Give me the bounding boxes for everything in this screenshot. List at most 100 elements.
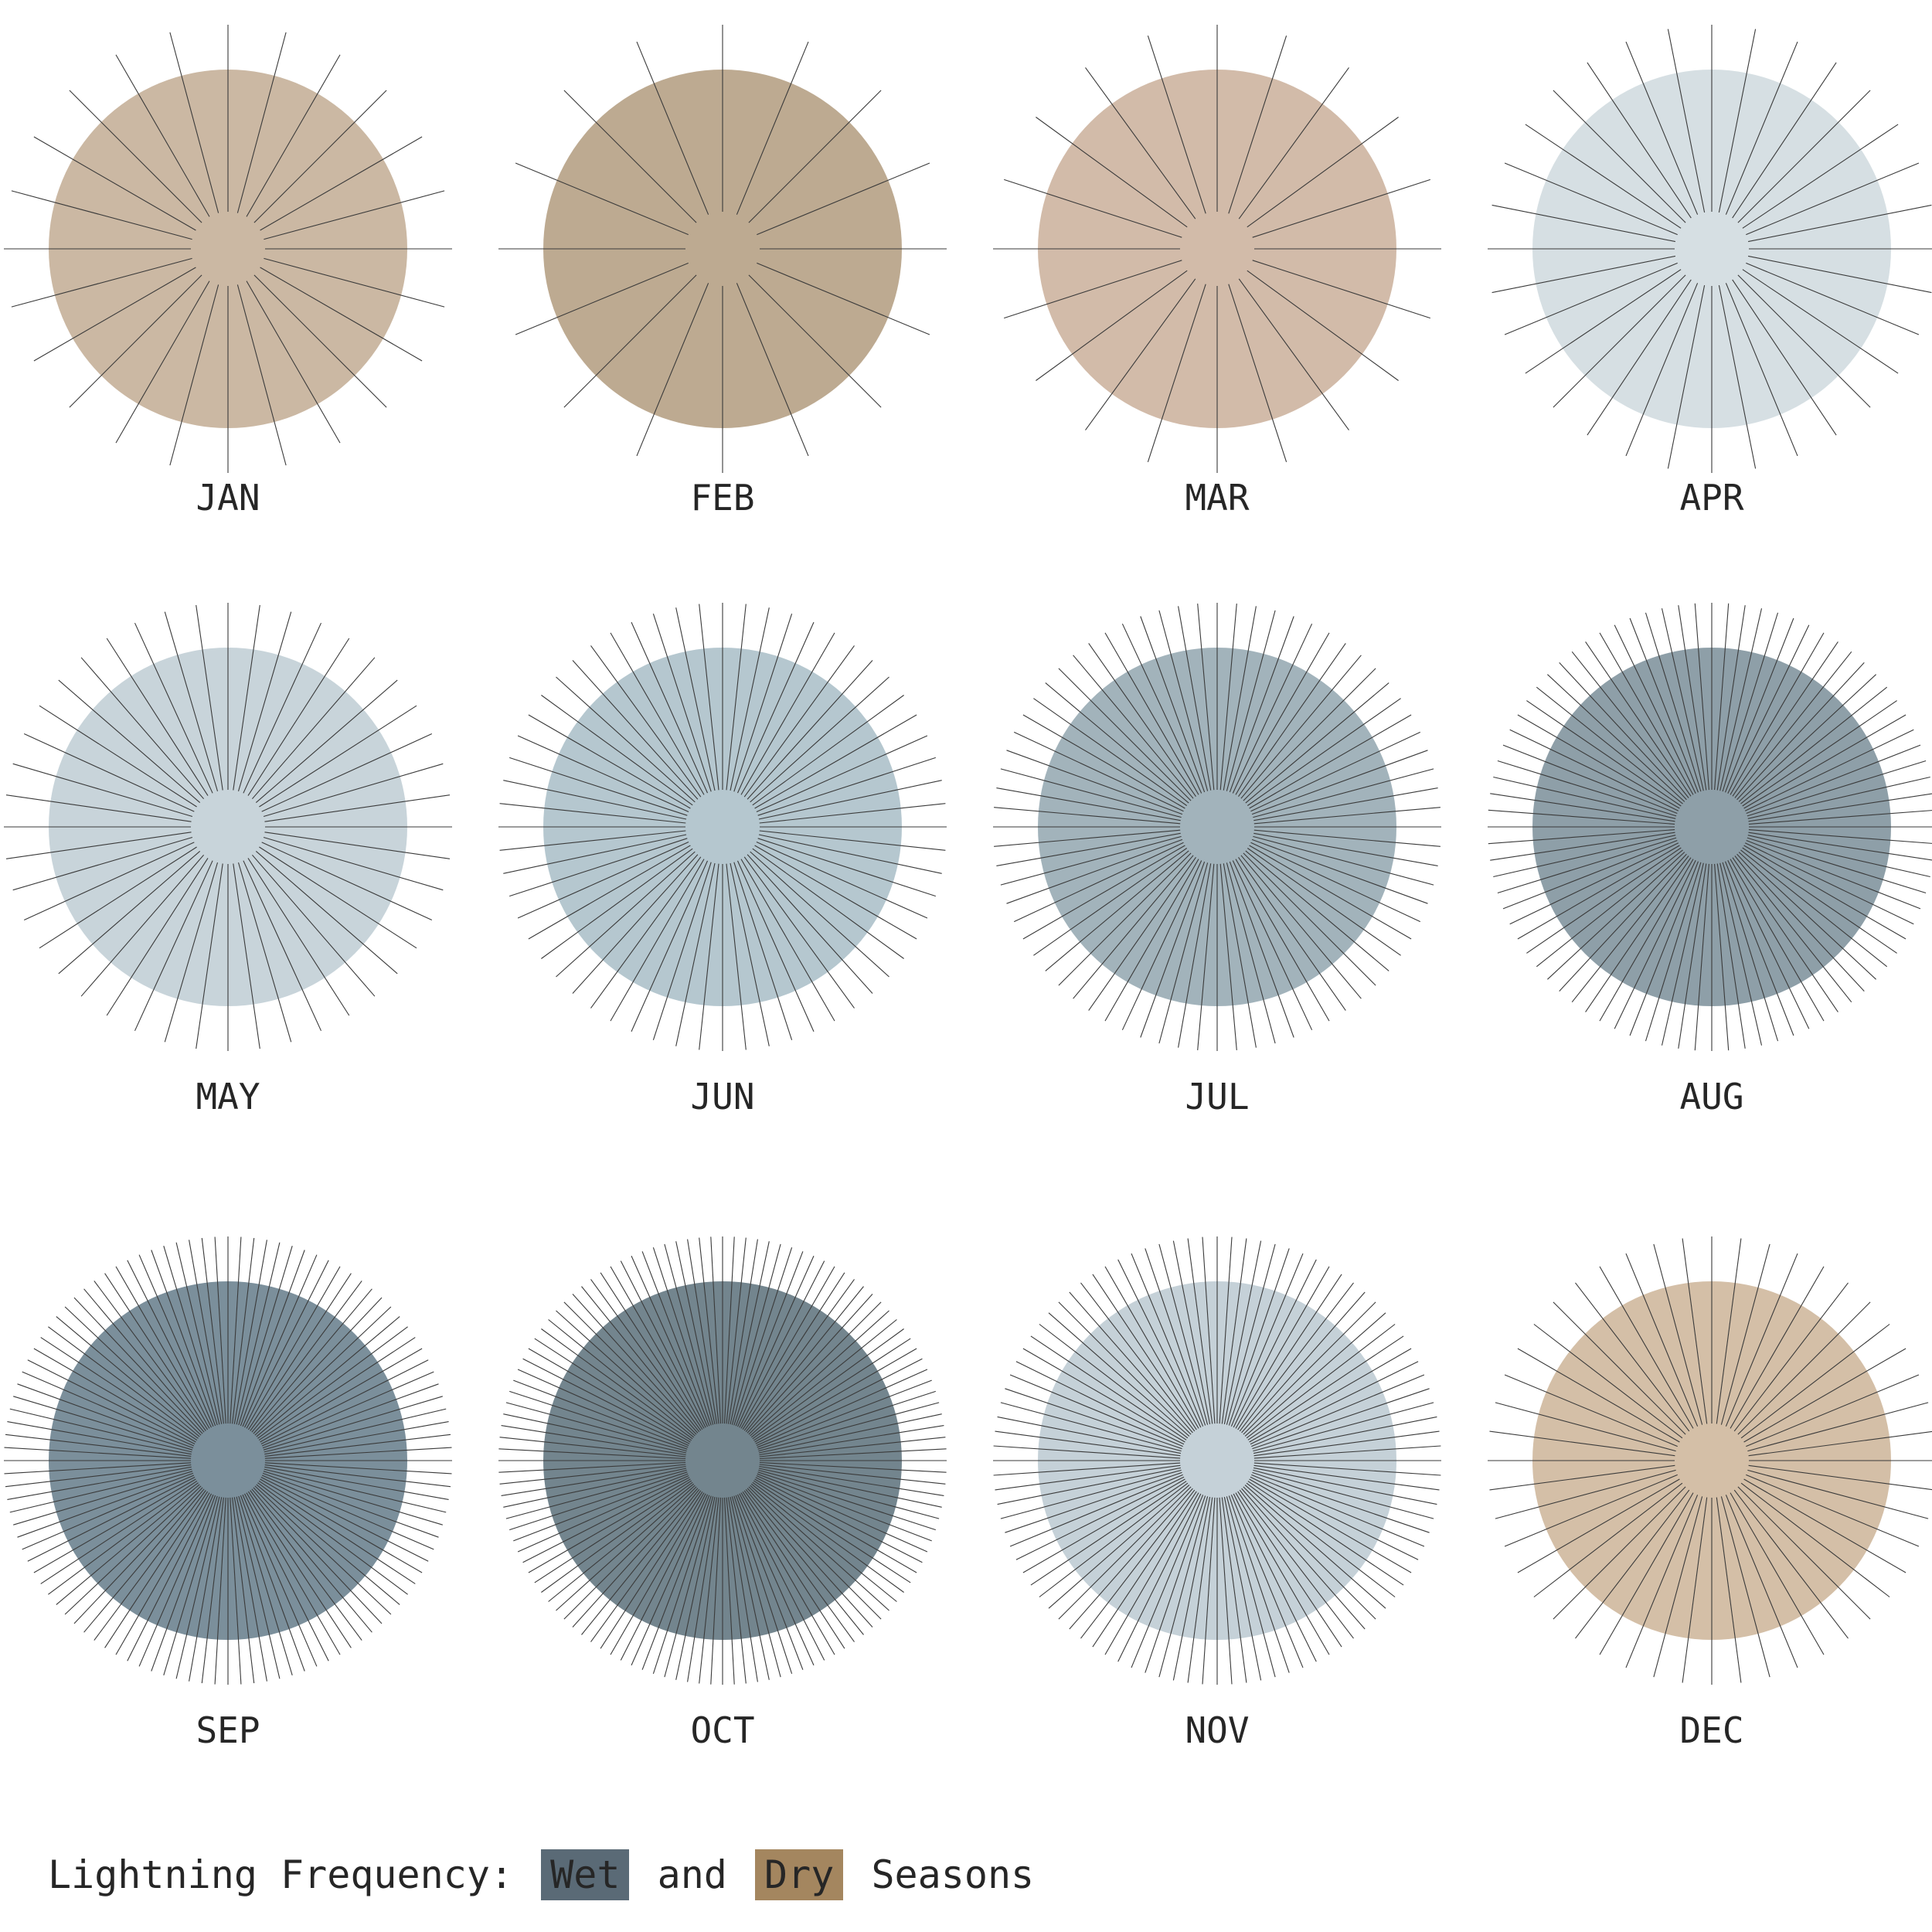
lightning-ray (1022, 1478, 1185, 1573)
lightning-ray (264, 1434, 451, 1457)
lightning-ray (196, 863, 223, 1049)
lightning-ray (736, 1255, 815, 1427)
lightning-ray (1553, 274, 1686, 408)
lightning-ray (517, 735, 689, 813)
month-apr: APR (1488, 25, 1932, 519)
lightning-ray (1733, 1282, 1849, 1432)
lightning-ray (1748, 829, 1932, 844)
lightning-ray (264, 832, 451, 859)
lightning-ray (541, 848, 693, 959)
lightning-ray (995, 1430, 1181, 1457)
lightning-ray (1748, 793, 1932, 822)
lightning-ray (258, 1480, 416, 1584)
lightning-ray (1250, 731, 1421, 812)
lightning-ray (1238, 856, 1346, 1011)
lightning-ray (1140, 616, 1206, 793)
lightning-ray (1746, 262, 1920, 335)
lightning-ray (757, 838, 936, 897)
lightning-ray (1015, 1476, 1185, 1560)
lightning-ray (590, 1490, 702, 1642)
lightning-ray (759, 1425, 944, 1456)
lightning-ray (104, 1491, 209, 1648)
lightning-ray (1571, 855, 1689, 1003)
lightning-ray (243, 860, 322, 1032)
lightning-ray (652, 862, 712, 1040)
lightning-ray (759, 1464, 946, 1485)
lightning-ray (1547, 852, 1685, 980)
lightning-ray (1738, 674, 1876, 802)
lightning-ray (214, 1236, 226, 1424)
lightning-ray (754, 1348, 917, 1443)
lightning-ray (257, 1482, 408, 1595)
lightning-ray (1725, 1253, 1798, 1427)
lightning-ray (1661, 608, 1704, 791)
lightning-ray (740, 1492, 835, 1655)
lightning-ray (1730, 632, 1825, 795)
lightning-ray (757, 1379, 932, 1448)
lightning-ray (1178, 606, 1212, 791)
lightning-ray (1250, 1476, 1419, 1560)
lightning-ray (1493, 776, 1676, 819)
lightning-ray (748, 274, 882, 408)
lightning-ray (11, 190, 192, 240)
lightning-ray (1694, 863, 1709, 1051)
lightning-ray (69, 90, 202, 223)
lightning-ray (1178, 863, 1212, 1048)
lightning-ray (1239, 1282, 1354, 1432)
lightning-ray (1253, 832, 1438, 866)
lightning-ray (1223, 863, 1257, 1048)
lightning-ray (755, 1477, 923, 1563)
lightning-ray (758, 1402, 940, 1452)
lightning-ray (246, 54, 341, 217)
lightning-ray (747, 1488, 873, 1628)
lightning-ray (69, 274, 202, 408)
lightning-ray (1030, 1335, 1187, 1440)
lightning-ray (1228, 284, 1287, 462)
lightning-ray (1747, 835, 1930, 878)
lightning-ray (1088, 856, 1196, 1011)
lightning-ray (232, 1497, 255, 1684)
lightning-ray (517, 1369, 689, 1447)
lightning-ray (759, 1461, 947, 1473)
lightning-ray (1746, 1374, 1920, 1447)
lightning-ray (1727, 859, 1810, 1029)
lightning-ray (581, 1286, 700, 1433)
lightning-ray (753, 1338, 911, 1441)
lightning-ray (747, 1294, 873, 1434)
lightning-ray (743, 645, 855, 798)
lightning-ray (1533, 1482, 1683, 1597)
lightning-ray (240, 1495, 305, 1672)
lightning-ray (759, 1437, 946, 1458)
lightning-ray (1229, 616, 1294, 793)
lightning-ray (757, 162, 930, 236)
lightning-ray (1238, 67, 1349, 219)
lightning-ray (247, 638, 350, 796)
lightning-ray (196, 604, 223, 791)
lightning-ray (48, 1326, 199, 1439)
lightning-ray (1585, 857, 1692, 1012)
lightning-ray (548, 1319, 695, 1438)
lightning-ray (1748, 832, 1932, 861)
lightning-ray (261, 1475, 434, 1550)
lightning-ray (652, 1495, 712, 1674)
lightning-ray (528, 1478, 691, 1573)
title-joiner: and (657, 1852, 727, 1897)
lightning-ray (513, 1379, 689, 1448)
lightning-ray (726, 863, 747, 1050)
lightning-ray (1504, 262, 1678, 335)
month-label: MAY (196, 1076, 260, 1117)
lightning-ray (189, 1497, 223, 1682)
lightning-ray (1614, 624, 1696, 794)
month-label: MAR (1185, 477, 1249, 519)
lightning-ray (1104, 1492, 1199, 1655)
lightning-ray (509, 1390, 688, 1450)
lightning-ray (1553, 1486, 1686, 1620)
lightning-ray (1490, 793, 1675, 822)
lightning-ray (499, 1437, 686, 1458)
lightning-ray (1009, 1474, 1183, 1547)
lightning-ray (1247, 117, 1399, 228)
lightning-ray (1504, 1374, 1678, 1447)
lightning-ray (528, 845, 691, 940)
lightning-ray (1073, 655, 1194, 799)
lightning-ray (745, 1488, 864, 1635)
